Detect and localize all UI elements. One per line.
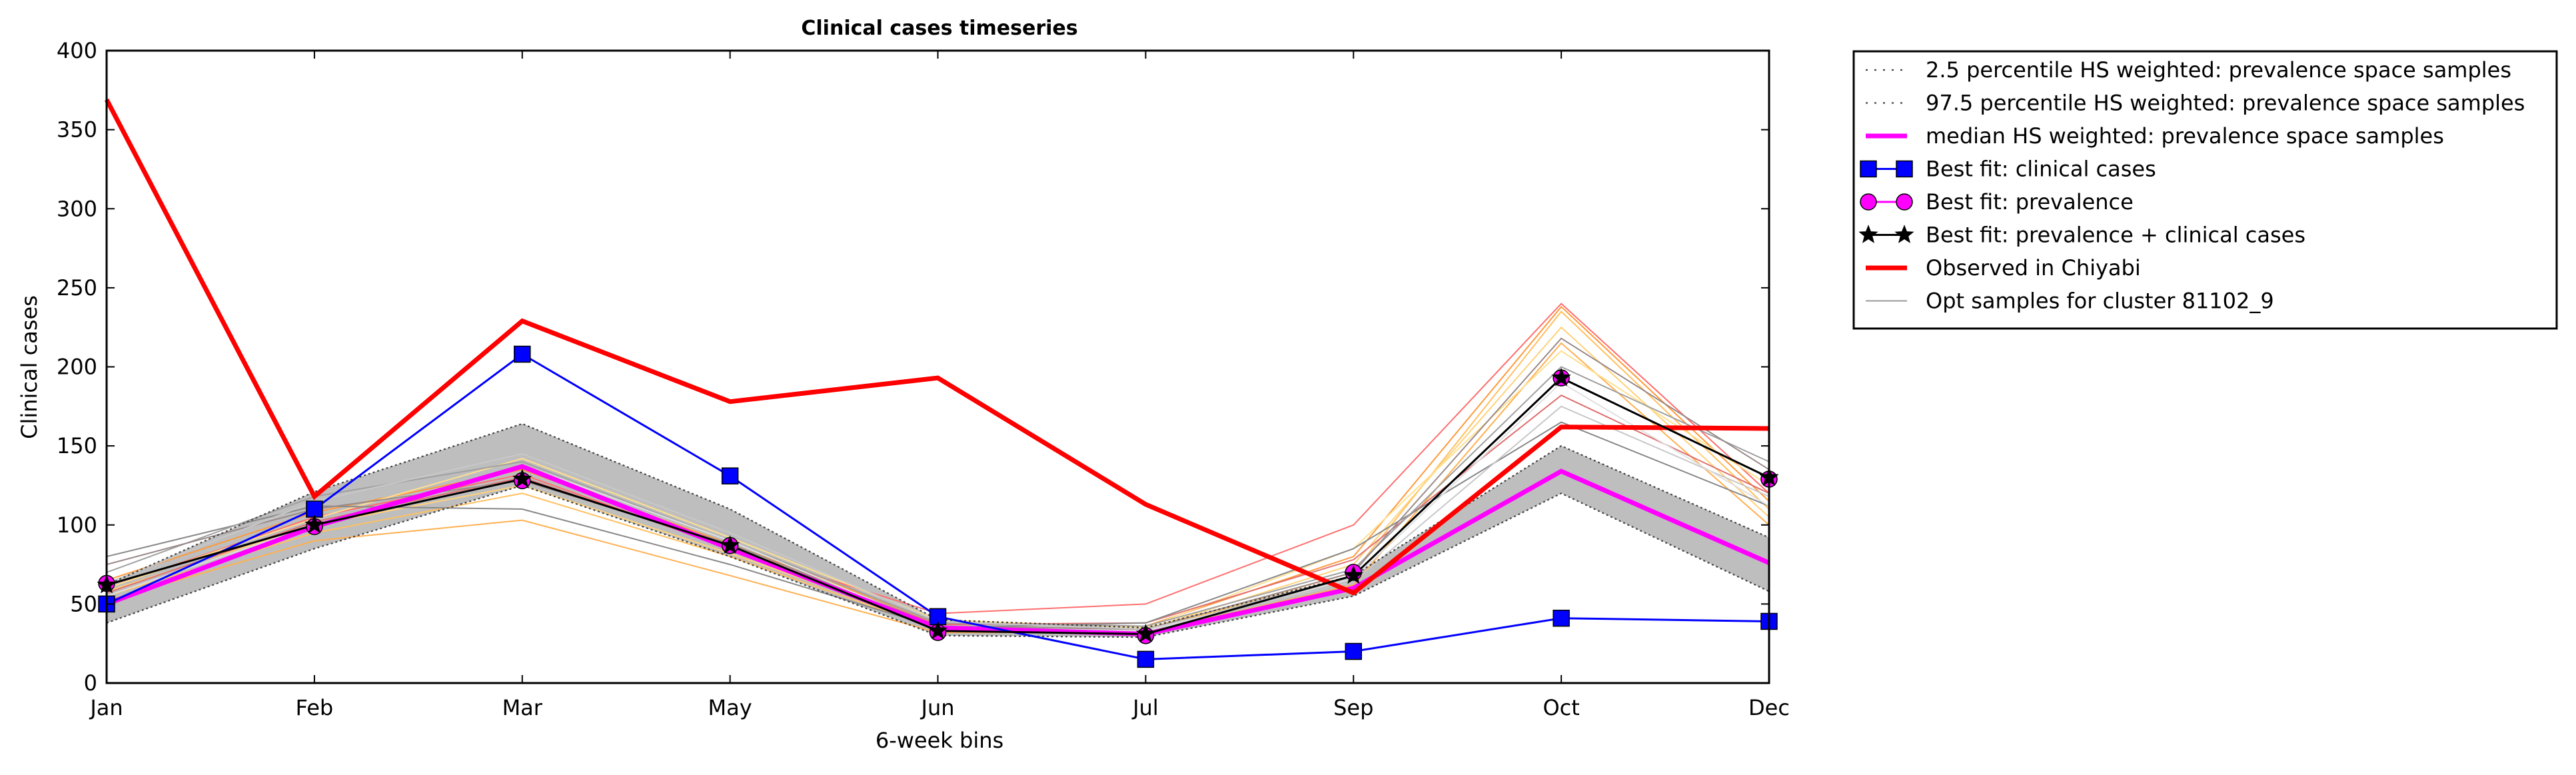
axes: 0 50 100 150 200 250 300 350 400 Jan Feb Mar May Jun J… xyxy=(57,38,1790,720)
prev-clinical-marker xyxy=(928,620,948,640)
legend: 2.5 percentile HS weighted: prevalence s… xyxy=(1852,50,2558,330)
y-tick-label: 350 xyxy=(57,117,97,143)
legend-marker xyxy=(1858,225,1878,243)
clinical-marker xyxy=(514,345,531,363)
clinical-marker xyxy=(306,500,323,518)
y-tick-label: 300 xyxy=(57,196,97,221)
clinical-marker xyxy=(1553,609,1570,627)
opt-sample-line xyxy=(106,311,1770,632)
legend-label: Best fit: clinical cases xyxy=(1926,157,2156,182)
observed-line xyxy=(104,98,1770,596)
legend-label: Observed in Chiyabi xyxy=(1926,255,2141,281)
legend-marker xyxy=(1894,225,1914,243)
percentile-band xyxy=(107,423,1769,638)
y-tick-label: 150 xyxy=(57,433,97,458)
x-tick-label: Feb xyxy=(296,695,334,720)
x-tick-label: Jul xyxy=(1131,695,1159,720)
legend-label: Opt samples for cluster 81102_9 xyxy=(1926,289,2274,314)
x-tick-label: Jun xyxy=(920,695,955,720)
plot-area xyxy=(97,98,1779,668)
x-tick-label: May xyxy=(708,695,752,720)
prev-clinical-marker xyxy=(512,468,532,488)
legend-label: Best fit: prevalence + clinical cases xyxy=(1926,223,2305,248)
legend-marker xyxy=(1896,160,1913,178)
plot-frame xyxy=(105,49,1770,684)
legend-marker xyxy=(1896,193,1913,211)
clinical-marker xyxy=(1345,642,1362,660)
x-tick-label: Jan xyxy=(89,695,123,720)
y-axis-label: Clinical cases xyxy=(17,295,42,439)
y-tick-label: 400 xyxy=(57,38,97,63)
legend-label: Best fit: prevalence xyxy=(1926,189,2134,215)
opt-sample-line xyxy=(106,305,1770,627)
legend-label: 2.5 percentile HS weighted: prevalence s… xyxy=(1926,57,2511,83)
y-tick-label: 100 xyxy=(57,512,97,538)
prev-clinical-marker xyxy=(305,514,324,534)
legend-box xyxy=(1852,50,2558,330)
chart-title: Clinical cases timeseries xyxy=(801,17,1077,40)
x-tick-label: Sep xyxy=(1333,695,1373,720)
clinical-marker xyxy=(1137,650,1155,668)
y-tick-label: 50 xyxy=(70,591,97,616)
prev-clinical-marker xyxy=(1343,565,1363,584)
legend-label: median HS weighted: prevalence space sam… xyxy=(1926,123,2444,149)
x-axis-label: 6-week bins xyxy=(876,728,1003,753)
y-tick-label: 250 xyxy=(57,275,97,301)
x-tick-label: Mar xyxy=(502,695,543,720)
x-tick-label: Oct xyxy=(1543,695,1579,720)
legend-label: 97.5 percentile HS weighted: prevalence … xyxy=(1926,91,2525,116)
clinical-marker xyxy=(721,467,739,484)
prev-clinical-marker xyxy=(1551,367,1571,387)
legend-marker xyxy=(1860,193,1877,211)
prev-clinical-marker xyxy=(720,535,740,554)
legend-marker xyxy=(1860,160,1877,178)
x-tick-label: Dec xyxy=(1748,695,1790,720)
y-tick-label: 200 xyxy=(57,355,97,380)
prev-clinical-marker xyxy=(1135,624,1156,642)
y-tick-label: 0 xyxy=(84,670,97,696)
